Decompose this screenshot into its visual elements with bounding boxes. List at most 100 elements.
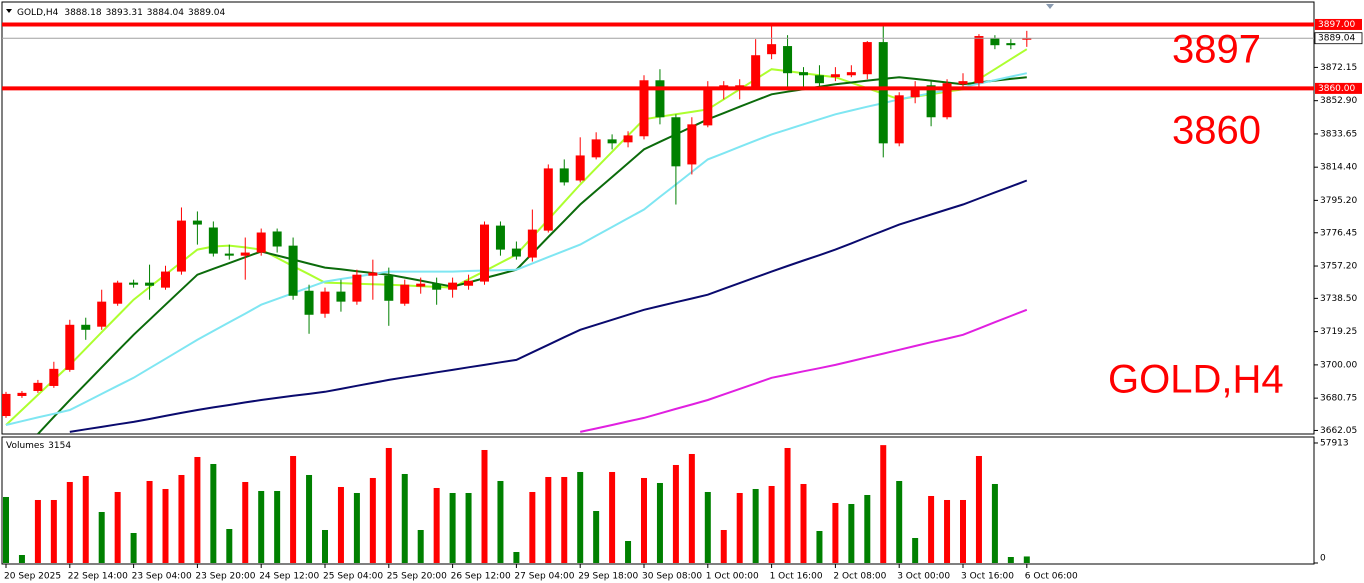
x-tick-label: 3 Oct 16:00 <box>961 572 1014 582</box>
candle-body <box>2 393 11 417</box>
level-label: 3897.00 <box>1318 20 1355 30</box>
plot-area <box>2 26 1314 434</box>
x-tick-label: 25 Sep 04:00 <box>323 572 383 582</box>
volume-bar <box>928 495 935 563</box>
y-tick-label: 3738.50 <box>1320 294 1357 304</box>
volume-bar <box>401 473 408 563</box>
candle-body <box>543 168 553 231</box>
candle-body <box>559 168 569 183</box>
candle-body <box>910 87 920 98</box>
candle-body <box>942 83 952 118</box>
volume-panel <box>1 436 1315 565</box>
candle-body <box>830 74 840 78</box>
candle-body <box>240 252 250 256</box>
volume-tick-label: 57913 <box>1320 438 1349 448</box>
volume-bar <box>816 530 823 563</box>
candle-body <box>974 36 984 84</box>
x-tick-label: 23 Sep 04:00 <box>132 572 192 582</box>
candle-body <box>767 44 777 55</box>
volume-bar <box>258 490 265 563</box>
candle-body <box>272 231 282 247</box>
moving-average <box>69 179 1028 433</box>
candle-body <box>878 42 888 144</box>
volume-bar <box>513 551 520 563</box>
x-tick-label: 1 Oct 16:00 <box>770 572 823 582</box>
candle-body <box>81 324 91 330</box>
volume-bar <box>114 491 121 563</box>
volume-bar <box>641 477 647 563</box>
volume-bar <box>529 491 536 563</box>
candle-body <box>703 88 713 126</box>
menu-triangle[interactable] <box>6 9 12 13</box>
volume-bar <box>242 481 249 563</box>
candle-body <box>49 368 59 386</box>
volume-bar <box>417 529 424 563</box>
volume-bar <box>912 537 919 563</box>
volume-bar <box>98 511 105 563</box>
volume-bar <box>593 510 600 563</box>
volume-bar <box>306 474 313 563</box>
volume-bar <box>34 499 41 563</box>
x-tick-label: 30 Sep 08:00 <box>642 572 702 582</box>
current-price-label: 3889.04 <box>1318 34 1355 44</box>
candle-body <box>416 283 426 287</box>
candle-body <box>192 220 202 225</box>
overlay: 3872.15 3852.90 3833.65 3814.40 3795.20 3776.… <box>2 18 1363 436</box>
x-tick-label: 1 Oct 00:00 <box>706 572 759 582</box>
y-tick-label: 3757.20 <box>1320 262 1357 272</box>
candle-body <box>623 135 633 143</box>
volume-bar <box>848 503 855 563</box>
candle-body <box>176 220 186 272</box>
candle-body <box>799 72 808 76</box>
candle-body <box>480 224 489 282</box>
candle-body <box>607 139 617 144</box>
candle-body <box>575 155 585 181</box>
candle-body <box>687 124 697 165</box>
volume-bar <box>226 528 233 563</box>
volume-bar <box>3 496 9 563</box>
volume-bar <box>1007 556 1014 563</box>
header-high: 3893.31 <box>106 8 143 18</box>
volume-bar <box>960 499 966 563</box>
y-tick-label: 3872.15 <box>1320 63 1357 73</box>
candle-body <box>224 253 234 256</box>
volume-bar <box>688 453 695 563</box>
candle-body <box>129 282 139 285</box>
x-tick-label: 6 Oct 06:00 <box>1025 572 1078 582</box>
volume-bar <box>82 475 89 563</box>
volume-bar <box>800 483 807 563</box>
volume-bar <box>975 455 982 563</box>
volume-bar <box>162 488 169 563</box>
volume-bar <box>991 483 998 563</box>
x-tick-label: 24 Sep 12:00 <box>259 572 319 582</box>
volume-bar <box>896 480 903 563</box>
volume-bar <box>656 482 663 563</box>
candle-body <box>958 81 968 85</box>
volume-bar <box>274 490 281 563</box>
candle-body <box>336 291 346 302</box>
volume-bar <box>577 471 584 563</box>
y-tick-label: 3814.40 <box>1320 163 1357 173</box>
current-price-box <box>1314 32 1363 45</box>
volume-bar <box>497 480 504 563</box>
volume-bar <box>290 455 297 563</box>
candle-body <box>208 227 218 254</box>
candle-body <box>33 382 43 391</box>
volume-bar <box>449 492 456 563</box>
candle-body <box>990 38 1000 46</box>
candle-body <box>384 275 394 301</box>
candle-body <box>1022 38 1032 40</box>
volume-bar <box>146 480 153 563</box>
volume-bar <box>784 447 791 563</box>
x-tick-label: 3 Oct 00:00 <box>897 572 950 582</box>
y-tick-label: 3680.75 <box>1320 394 1357 404</box>
volume-bar <box>1023 556 1030 563</box>
y-tick-label: 3662.05 <box>1320 426 1357 436</box>
moving-average <box>579 308 1028 433</box>
symbol: GOLD,H4 <box>17 8 59 18</box>
x-tick-label: 20 Sep 2025 <box>4 572 61 582</box>
y-tick-label: 3833.65 <box>1320 129 1357 139</box>
